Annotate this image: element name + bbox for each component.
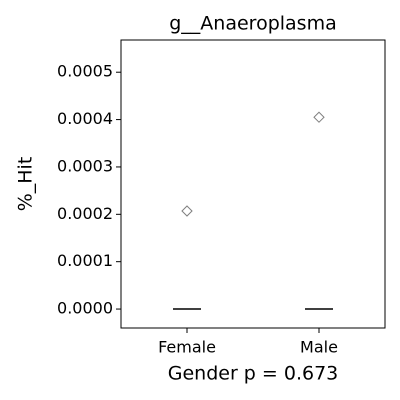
outlier bbox=[313, 111, 325, 123]
y-tick-label: 0.0003 bbox=[57, 156, 113, 175]
x-tick-label: Female bbox=[158, 338, 216, 357]
y-tick-label: 0.0001 bbox=[57, 251, 113, 270]
y-tick-label: 0.0000 bbox=[57, 299, 113, 318]
x-tick-label: Male bbox=[300, 338, 338, 357]
plot-frame bbox=[120, 39, 386, 329]
x-axis-label: Gender p = 0.673 bbox=[168, 363, 339, 385]
outlier bbox=[181, 205, 193, 217]
y-tick-label: 0.0002 bbox=[57, 204, 113, 223]
y-tick-label: 0.0005 bbox=[57, 62, 113, 81]
y-axis-label: %_Hit bbox=[15, 157, 37, 212]
y-tick-label: 0.0004 bbox=[57, 109, 113, 128]
chart-title: g__Anaeroplasma bbox=[169, 13, 336, 35]
